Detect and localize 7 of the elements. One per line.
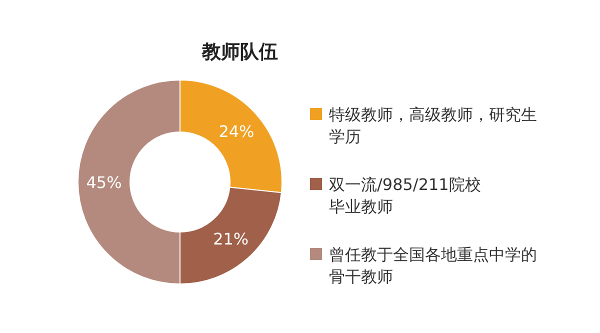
data-label: 45% [86, 173, 122, 192]
legend-label: 特级教师，高级教师，研究生学历 [329, 105, 537, 146]
legend-label: 曾任教于全国各地重点中学的骨干教师 [329, 245, 537, 286]
legend-label: 双一流/985/211院校毕业教师 [329, 175, 481, 216]
chart-title: 教师队伍 [201, 41, 278, 63]
data-label: 24% [218, 122, 254, 142]
data-label: 21% [213, 229, 249, 248]
